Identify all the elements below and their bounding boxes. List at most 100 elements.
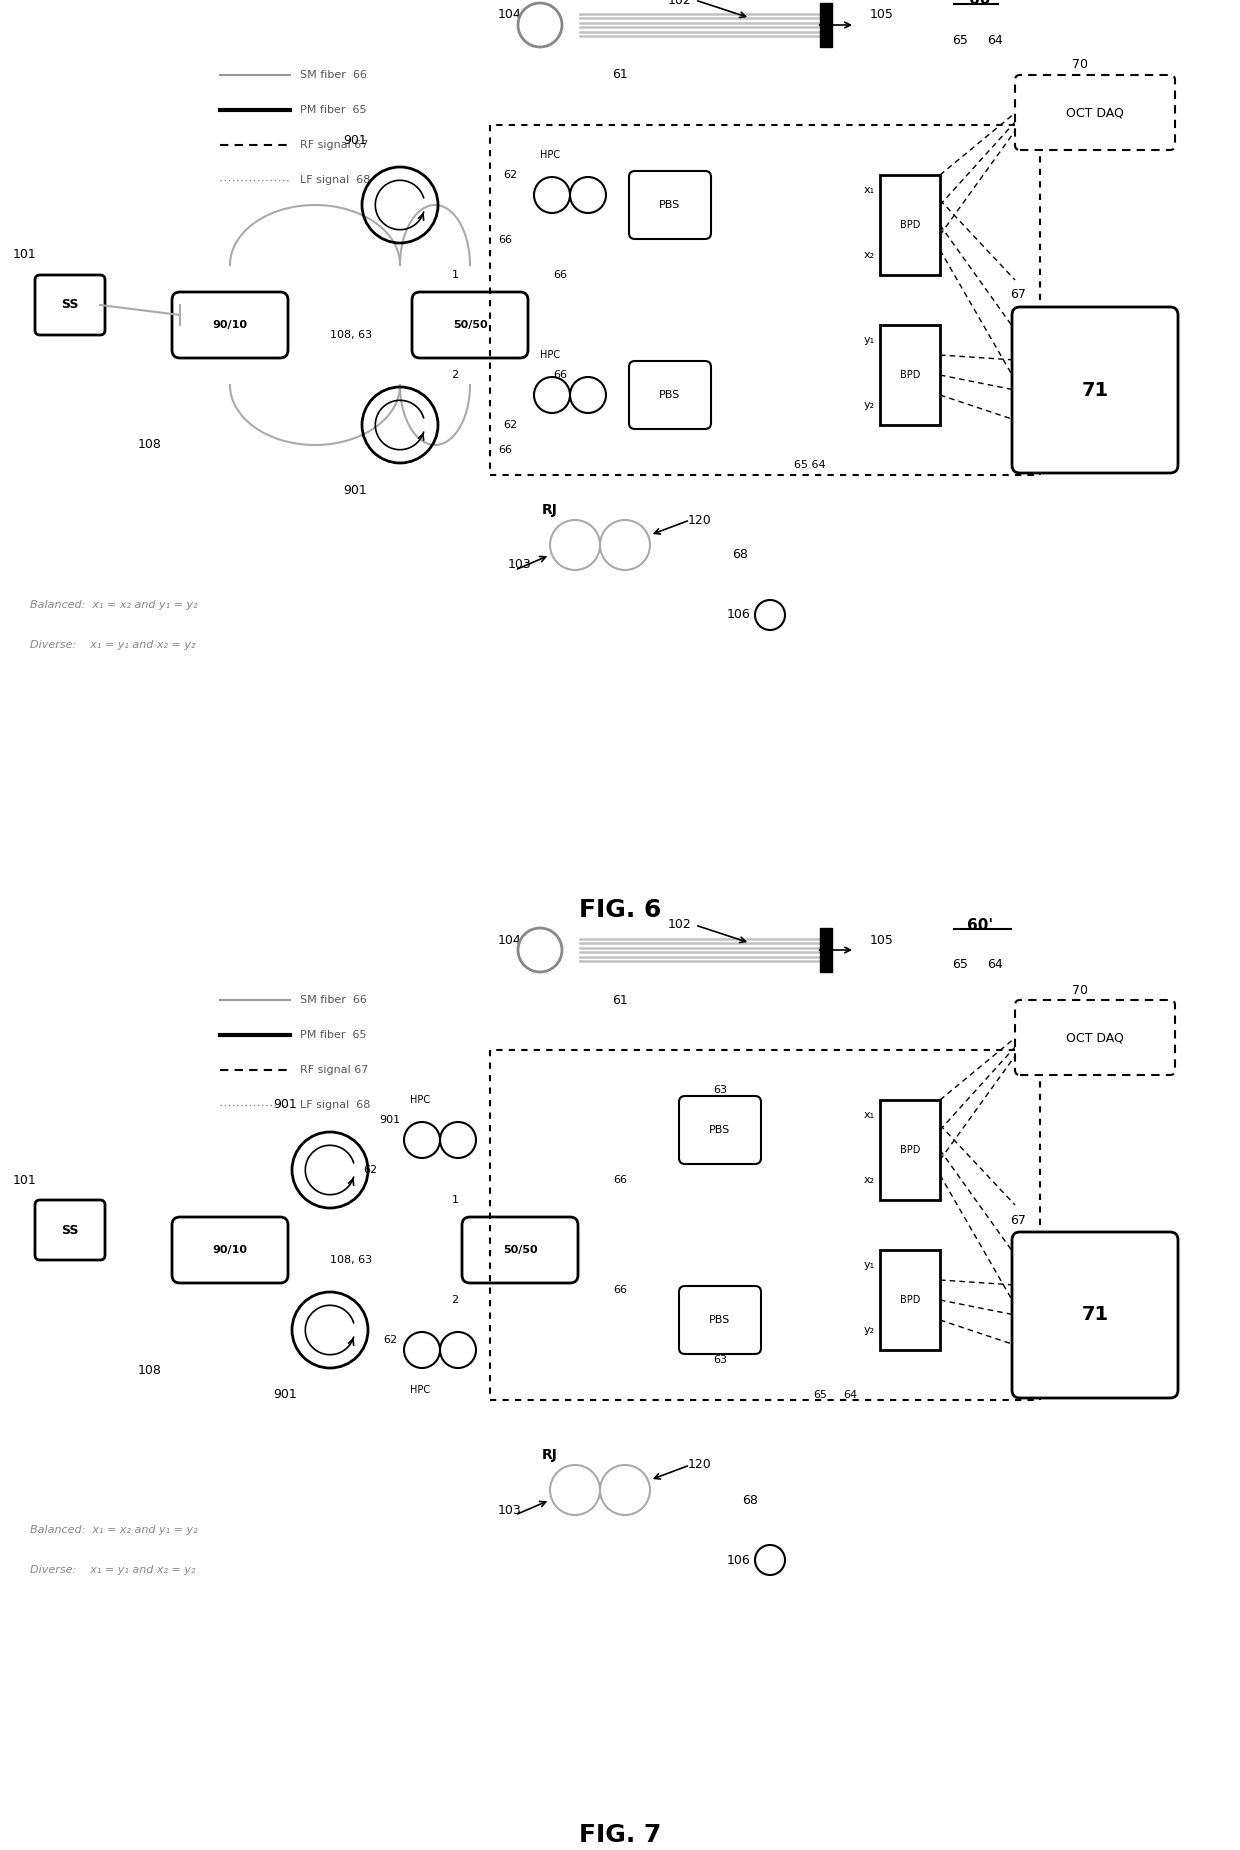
Text: 67: 67: [1011, 289, 1025, 302]
Text: FIG. 7: FIG. 7: [579, 1822, 661, 1846]
FancyBboxPatch shape: [629, 361, 711, 429]
Text: 90/10: 90/10: [212, 320, 248, 329]
Text: SS: SS: [61, 298, 79, 311]
Text: 2: 2: [451, 370, 459, 379]
Text: 66: 66: [613, 1175, 627, 1186]
Text: BPD: BPD: [900, 1145, 920, 1154]
Text: 1: 1: [451, 270, 459, 279]
Text: 63: 63: [663, 229, 677, 241]
Text: SS: SS: [61, 1223, 79, 1236]
Text: 108, 63: 108, 63: [330, 1254, 372, 1265]
FancyBboxPatch shape: [1012, 307, 1178, 474]
FancyBboxPatch shape: [463, 1217, 578, 1284]
Text: 50/50: 50/50: [502, 1245, 537, 1254]
Text: RJ: RJ: [542, 1449, 558, 1462]
Text: 105: 105: [870, 934, 894, 947]
FancyBboxPatch shape: [1016, 76, 1176, 150]
Text: 64: 64: [987, 958, 1003, 971]
Text: 102: 102: [668, 918, 692, 932]
Text: 65: 65: [952, 33, 968, 46]
Text: 120: 120: [688, 514, 712, 527]
Text: RF signal 67: RF signal 67: [300, 141, 368, 150]
Text: 901: 901: [273, 1099, 296, 1112]
Text: RJ: RJ: [542, 503, 558, 516]
Text: PBS: PBS: [660, 390, 681, 400]
Text: 66: 66: [553, 270, 567, 279]
Text: 67: 67: [1011, 1214, 1025, 1227]
Text: FIG. 6: FIG. 6: [579, 897, 661, 921]
Text: Balanced:  x₁ = x₂ and y₁ = y₂: Balanced: x₁ = x₂ and y₁ = y₂: [30, 1524, 197, 1535]
Text: PBS: PBS: [660, 200, 681, 211]
Text: x₂: x₂: [864, 1175, 875, 1186]
Text: Diverse:    x₁ = y₁ and x₂ = y₂: Diverse: x₁ = y₁ and x₂ = y₂: [30, 640, 196, 649]
Text: 68: 68: [732, 548, 748, 562]
Text: BPD: BPD: [900, 370, 920, 379]
FancyBboxPatch shape: [680, 1095, 761, 1164]
Text: 65: 65: [813, 1389, 827, 1400]
Text: 65 64: 65 64: [794, 461, 826, 470]
Text: 70: 70: [1073, 59, 1087, 72]
Text: 101: 101: [14, 248, 37, 261]
Text: SM fiber  66: SM fiber 66: [300, 995, 367, 1005]
Text: 1: 1: [451, 1195, 459, 1204]
Text: BPD: BPD: [900, 1295, 920, 1304]
Bar: [880, 176, 940, 276]
Text: HPC: HPC: [410, 1386, 430, 1395]
FancyBboxPatch shape: [172, 292, 288, 359]
Text: LF signal  68: LF signal 68: [300, 176, 371, 185]
Text: 108: 108: [138, 1363, 162, 1376]
Text: x₂: x₂: [864, 250, 875, 261]
Text: y₁: y₁: [864, 335, 875, 344]
Text: 61: 61: [613, 68, 627, 81]
Text: y₂: y₂: [864, 1325, 875, 1336]
FancyBboxPatch shape: [629, 170, 711, 239]
Text: 68: 68: [742, 1493, 758, 1506]
FancyBboxPatch shape: [35, 1201, 105, 1260]
Text: 103: 103: [508, 559, 532, 572]
Text: 66: 66: [553, 370, 567, 379]
Text: OCT DAQ: OCT DAQ: [1066, 107, 1123, 120]
Text: 104: 104: [498, 9, 522, 22]
Text: 70: 70: [1073, 984, 1087, 997]
Text: 66: 66: [498, 446, 512, 455]
Text: 2: 2: [451, 1295, 459, 1304]
Text: PBS: PBS: [709, 1125, 730, 1136]
Text: 50/50: 50/50: [453, 320, 487, 329]
Text: 63: 63: [663, 420, 677, 429]
Text: HPC: HPC: [539, 350, 560, 361]
FancyBboxPatch shape: [1016, 1001, 1176, 1075]
Text: 63: 63: [713, 1084, 727, 1095]
Text: 103: 103: [498, 1504, 522, 1517]
Text: 901: 901: [343, 483, 367, 496]
Text: 108: 108: [138, 438, 162, 451]
Text: x₁: x₁: [864, 1110, 875, 1119]
Text: y₁: y₁: [864, 1260, 875, 1269]
FancyBboxPatch shape: [1012, 1232, 1178, 1399]
Bar: [880, 1101, 940, 1201]
Text: OCT DAQ: OCT DAQ: [1066, 1032, 1123, 1045]
Text: 63: 63: [713, 1354, 727, 1365]
Text: 106: 106: [727, 609, 750, 622]
Text: 64: 64: [843, 1389, 857, 1400]
Text: 62: 62: [503, 170, 517, 179]
Text: 62: 62: [383, 1336, 397, 1345]
Text: Diverse:    x₁ = y₁ and x₂ = y₂: Diverse: x₁ = y₁ and x₂ = y₂: [30, 1565, 196, 1574]
Text: 102: 102: [668, 0, 692, 7]
Text: PBS: PBS: [709, 1315, 730, 1325]
FancyBboxPatch shape: [412, 292, 528, 359]
Text: 101: 101: [14, 1173, 37, 1186]
FancyBboxPatch shape: [680, 1286, 761, 1354]
FancyBboxPatch shape: [172, 1217, 288, 1284]
Text: 90/10: 90/10: [212, 1245, 248, 1254]
Bar: [880, 1251, 940, 1350]
Text: 901: 901: [379, 1116, 401, 1125]
Text: 108, 63: 108, 63: [330, 329, 372, 340]
Text: Balanced:  x₁ = x₂ and y₁ = y₂: Balanced: x₁ = x₂ and y₁ = y₂: [30, 599, 197, 610]
Text: 120: 120: [688, 1458, 712, 1471]
Text: 62: 62: [363, 1166, 377, 1175]
Text: SM fiber  66: SM fiber 66: [300, 70, 367, 80]
Text: 105: 105: [870, 9, 894, 22]
Text: 71: 71: [1081, 381, 1109, 400]
Text: 66: 66: [613, 1286, 627, 1295]
Text: 901: 901: [273, 1389, 296, 1402]
